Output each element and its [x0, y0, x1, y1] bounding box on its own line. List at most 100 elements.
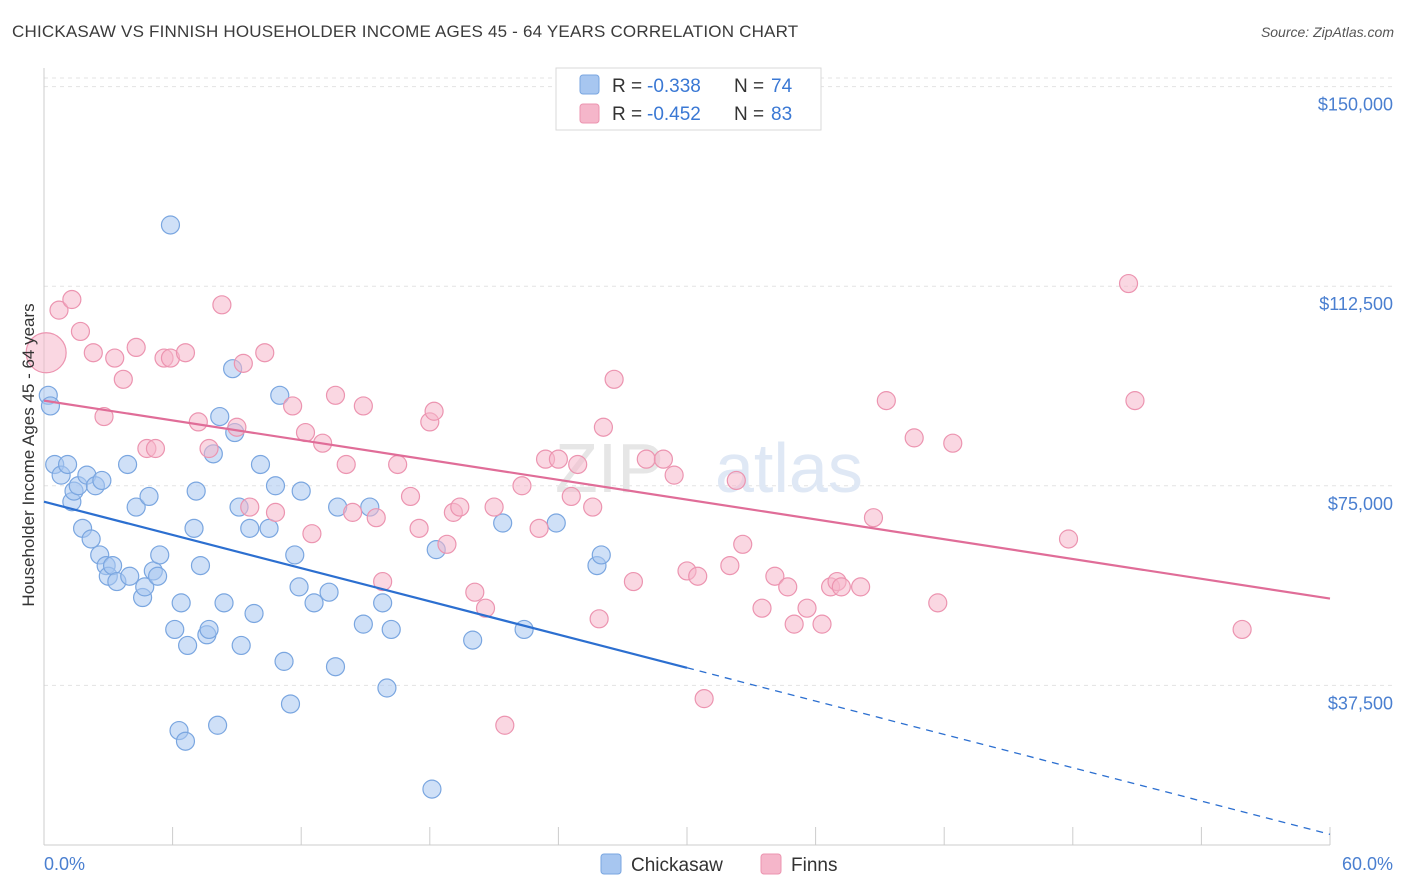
- point-finns: [726, 470, 746, 491]
- point-chickasaw: [381, 619, 401, 640]
- point-finns: [664, 465, 684, 485]
- point-finns: [904, 428, 924, 448]
- point-chickasaw: [199, 619, 219, 640]
- point-chickasaw: [184, 518, 204, 538]
- point-finns: [636, 449, 656, 469]
- point-chickasaw: [117, 454, 138, 475]
- point-chickasaw: [231, 635, 251, 656]
- point-chickasaw: [493, 513, 513, 533]
- point-chickasaw: [291, 481, 311, 501]
- point-finns: [1118, 273, 1139, 294]
- point-chickasaw: [57, 454, 78, 475]
- watermark: ZIP atlas: [555, 429, 863, 507]
- point-finns: [752, 598, 772, 618]
- point-finns: [400, 486, 421, 507]
- legend-n-value-1: 74: [771, 76, 793, 97]
- legend-r-label-1: R =: [612, 76, 642, 97]
- point-finns: [450, 497, 470, 517]
- legend-r-label-2: R =: [612, 104, 642, 125]
- point-finns: [831, 577, 851, 597]
- point-finns: [812, 614, 832, 634]
- point-finns: [373, 571, 393, 592]
- point-finns: [265, 502, 286, 522]
- point-finns: [25, 332, 67, 374]
- data-points: [25, 215, 1252, 799]
- source-label: Source: ZipAtlas.com: [1260, 24, 1394, 40]
- point-finns: [512, 476, 532, 496]
- point-chickasaw: [139, 486, 159, 507]
- grid-lines: [44, 77, 1395, 686]
- point-finns: [653, 449, 674, 469]
- point-finns: [784, 614, 804, 634]
- point-chickasaw: [186, 481, 206, 501]
- legend-n-value-2: 83: [771, 104, 792, 125]
- legend-swatch-finns: [579, 103, 600, 124]
- point-finns: [1232, 619, 1252, 640]
- legend-bottom-label-finns: Finns: [791, 855, 837, 876]
- point-finns: [943, 433, 963, 453]
- point-finns: [1058, 529, 1079, 549]
- point-finns: [240, 497, 260, 517]
- point-finns: [366, 508, 386, 528]
- y-axis-label: Householder Income Ages 45 - 64 years: [19, 303, 38, 606]
- point-finns: [227, 417, 247, 437]
- point-finns: [720, 555, 740, 576]
- point-chickasaw: [319, 582, 339, 602]
- point-finns: [694, 689, 714, 709]
- point-finns: [49, 300, 69, 320]
- point-chickasaw: [240, 518, 260, 538]
- point-finns: [589, 609, 609, 629]
- point-finns: [733, 534, 753, 554]
- point-finns: [233, 353, 253, 373]
- point-chickasaw: [92, 470, 112, 491]
- point-chickasaw: [259, 518, 279, 538]
- point-chickasaw: [463, 630, 483, 650]
- point-chickasaw: [135, 577, 155, 597]
- point-finns: [353, 396, 373, 416]
- point-finns: [484, 497, 504, 517]
- point-finns: [424, 401, 444, 421]
- point-chickasaw: [325, 657, 346, 677]
- point-chickasaw: [190, 555, 211, 576]
- point-chickasaw: [422, 779, 442, 799]
- point-chickasaw: [126, 497, 146, 517]
- point-chickasaw: [353, 614, 373, 634]
- point-chickasaw: [274, 651, 294, 671]
- y-tick-label: $150,000: [1318, 95, 1393, 115]
- point-finns: [568, 454, 588, 475]
- point-chickasaw: [304, 593, 324, 613]
- point-finns: [126, 337, 146, 358]
- point-chickasaw: [270, 385, 290, 405]
- point-finns: [778, 577, 798, 597]
- point-finns: [688, 566, 708, 586]
- legend-n-label-1: N =: [734, 76, 764, 97]
- point-finns: [212, 295, 232, 315]
- point-chickasaw: [160, 215, 181, 235]
- point-finns: [62, 289, 82, 310]
- point-finns: [797, 598, 817, 618]
- point-finns: [548, 449, 569, 469]
- point-chickasaw: [178, 635, 198, 656]
- point-chickasaw: [289, 577, 309, 597]
- axes: [43, 68, 1331, 846]
- point-chickasaw: [40, 396, 61, 416]
- x-tick-labels: 0.0% 60.0%: [44, 854, 1393, 874]
- point-finns: [105, 348, 125, 368]
- x-tick-label-max: 60.0%: [1342, 854, 1393, 874]
- point-finns: [199, 438, 219, 459]
- legend-n-label-2: N =: [734, 104, 764, 125]
- chart-title: CHICKASAW VS FINNISH HOUSEHOLDER INCOME …: [12, 22, 799, 41]
- y-tick-label: $112,500: [1319, 294, 1393, 314]
- point-chickasaw: [250, 454, 271, 475]
- point-finns: [325, 385, 346, 405]
- point-chickasaw: [280, 694, 301, 714]
- point-chickasaw: [120, 566, 140, 586]
- x-tick-label-min: 0.0%: [44, 854, 85, 874]
- point-chickasaw: [546, 513, 566, 533]
- point-chickasaw: [591, 545, 611, 565]
- point-finns: [593, 417, 614, 437]
- point-finns: [765, 566, 785, 586]
- trend-line-extension-chickasaw: [686, 667, 1331, 835]
- legend-r-value-2: -0.452: [647, 104, 701, 125]
